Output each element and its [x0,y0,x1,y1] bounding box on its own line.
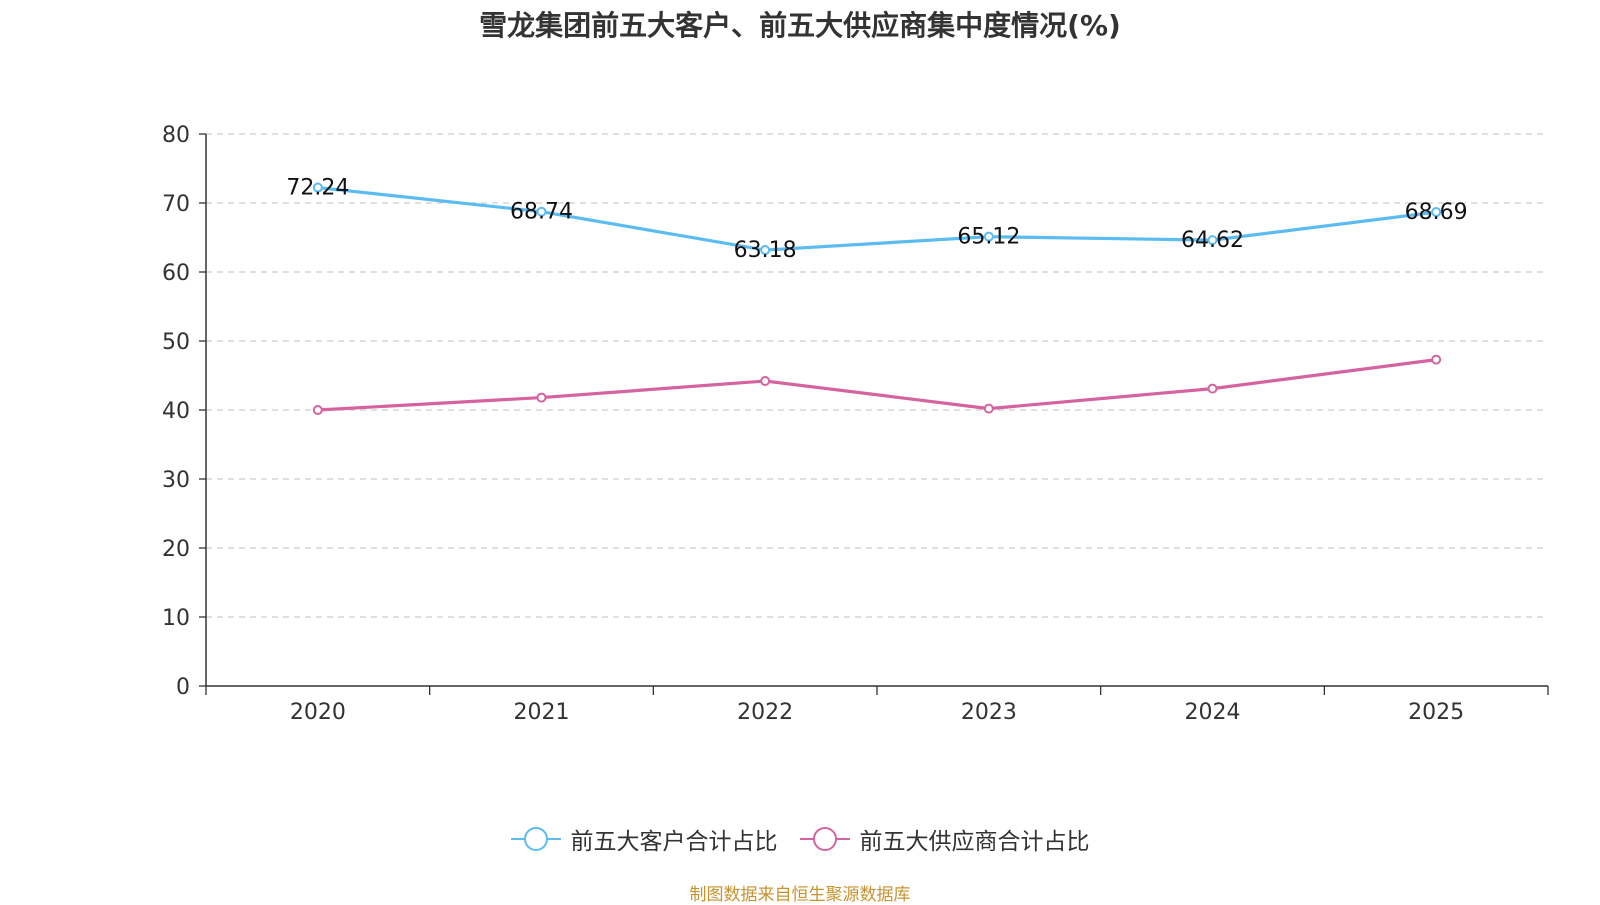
grid-lines [206,133,1548,618]
data-point[interactable] [1207,235,1218,246]
data-point[interactable] [536,392,547,403]
data-label: 65.12 [957,225,1020,250]
chart-title: 雪龙集团前五大客户、前五大供应商集中度情况(%) [479,9,1121,42]
data-point[interactable] [760,376,771,387]
data-point[interactable] [536,206,547,217]
series-line-1 [317,358,1437,412]
data-label: 68.74 [510,200,573,225]
y-tick-label: 70 [162,192,190,217]
legend-line-circle-icon [510,827,561,851]
legend-item-customers[interactable]: 前五大客户合计占比 [510,822,778,856]
y-tick-label: 0 [176,675,190,700]
legend-marker [812,827,837,851]
y-tick-label: 60 [162,261,190,286]
series-layer [312,182,1442,415]
legend-marker [523,827,548,851]
data-label: 64.62 [1181,228,1244,253]
data-point[interactable] [1431,354,1442,365]
data-point[interactable] [1207,383,1218,394]
data-label: 63.18 [734,238,797,263]
data-point[interactable] [312,182,323,193]
legend: 前五大客户合计占比 前五大供应商合计占比 [0,822,1600,856]
data-labels: 72.24 68.74 63.18 65.12 64.62 68.69 [286,176,1467,264]
x-tick-label: 2020 [290,700,346,725]
legend-label-customers: 前五大客户合计占比 [570,829,778,855]
x-tick-label: 2023 [961,700,1017,725]
y-tick-label: 80 [162,123,190,148]
y-tick-label: 20 [162,537,190,562]
x-tick-label: 2021 [514,700,570,725]
source-note: 制图数据来自恒生聚源数据库 [689,885,911,905]
y-tick-label: 40 [162,399,190,424]
y-tick-label: 10 [162,606,190,631]
y-tick-label: 50 [162,330,190,355]
axes: 0 10 20 30 40 50 60 70 80 2020 2021 2022 2023 2024 202… [162,123,1549,725]
data-label: 68.69 [1405,200,1468,225]
data-label: 72.24 [286,176,349,201]
data-point[interactable] [1431,207,1442,218]
legend-line-circle-icon [799,827,850,851]
data-point[interactable] [312,405,323,415]
legend-item-suppliers[interactable]: 前五大供应商合计占比 [799,822,1090,856]
x-tick-label: 2024 [1185,700,1241,725]
data-point[interactable] [983,403,994,414]
x-tick-label: 2022 [737,700,793,725]
data-point[interactable] [760,245,771,256]
legend-label-suppliers: 前五大供应商合计占比 [859,829,1090,855]
data-point[interactable] [983,231,994,242]
series-line-0 [317,185,1437,252]
x-tick-label: 2025 [1408,700,1464,725]
y-tick-label: 30 [162,468,190,493]
